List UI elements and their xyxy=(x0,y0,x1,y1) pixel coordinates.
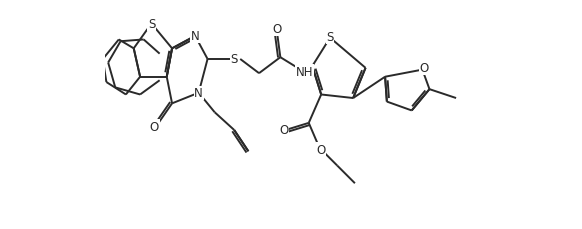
Text: S: S xyxy=(327,31,333,44)
Text: S: S xyxy=(230,53,238,66)
Text: O: O xyxy=(150,120,159,133)
Text: S: S xyxy=(148,18,155,31)
Text: N: N xyxy=(191,30,200,43)
Text: O: O xyxy=(420,62,429,75)
Text: O: O xyxy=(317,143,326,156)
Text: NH: NH xyxy=(296,66,313,79)
Text: O: O xyxy=(272,23,282,36)
Text: N: N xyxy=(194,87,203,100)
Text: O: O xyxy=(279,124,289,137)
